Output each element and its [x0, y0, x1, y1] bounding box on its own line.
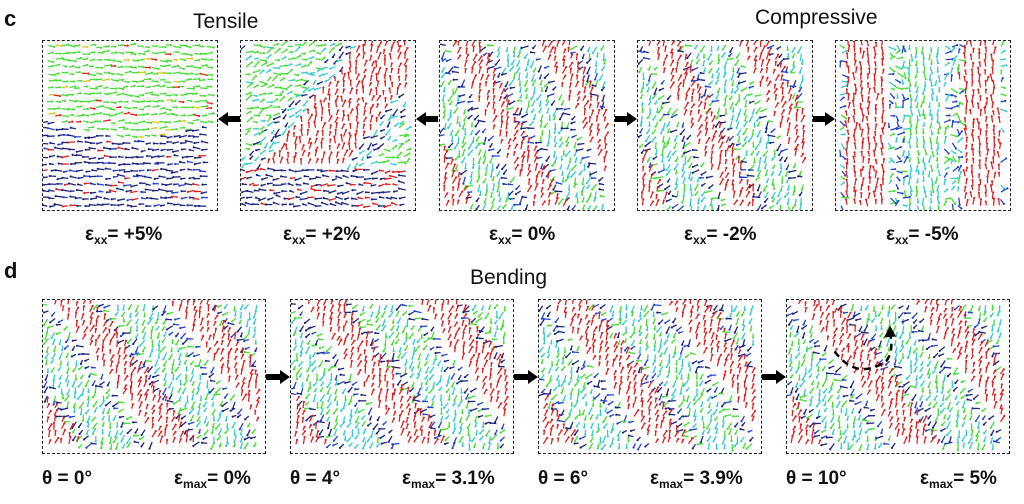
vector-field: [787, 300, 1006, 452]
arrow-right-icon: [514, 370, 538, 384]
arrow-right-icon: [813, 112, 835, 126]
arrow-left-icon: [218, 112, 240, 126]
theta-caption: θ = 0°: [42, 468, 93, 489]
vector-field: [291, 300, 509, 451]
arrow-left-icon: [416, 112, 438, 126]
vector-field: [638, 41, 807, 210]
vector-map-bending-4: [290, 299, 514, 454]
arrow-right-icon: [615, 112, 637, 126]
strain-caption: εxx= -5%: [886, 224, 959, 247]
panel-label-c: c: [4, 6, 17, 31]
vector-field: [539, 300, 757, 452]
theta-caption: θ = 4°: [290, 468, 341, 489]
arrow-right-icon: [762, 370, 786, 384]
heading-tensile: Tensile: [193, 10, 259, 33]
vector-field: [440, 41, 610, 210]
vector-map-bending-10: [786, 299, 1010, 454]
theta-caption: θ = 6°: [538, 468, 589, 489]
strain-caption: εxx= +5%: [85, 224, 163, 247]
strain-caption: εxx= +2%: [283, 224, 361, 247]
panel-label-d: d: [4, 258, 18, 283]
vector-field: [43, 42, 215, 208]
strain-caption: εxx= -2%: [684, 224, 757, 247]
arrow-right-icon: [266, 370, 290, 384]
vector-field: [839, 41, 1009, 210]
vector-field: [43, 300, 261, 451]
vector-map-compressive-5: [835, 40, 1011, 211]
vector-map-bending-6: [538, 299, 762, 454]
vector-map-bending-0: [42, 299, 266, 454]
strain-caption: εxx= 0%: [489, 224, 556, 247]
emax-caption: εmax= 3.1%: [402, 468, 495, 491]
theta-caption: θ = 10°: [786, 468, 847, 489]
emax-caption: εmax= 5%: [920, 468, 997, 491]
vector-map-tensile-2: [240, 40, 416, 211]
vector-field: [241, 41, 412, 209]
vector-map-unstrained: [439, 40, 615, 211]
emax-caption: εmax= 3.9%: [650, 468, 743, 491]
vector-map-tensile-5: [42, 40, 218, 211]
vector-map-compressive-2: [637, 40, 813, 211]
heading-bending: Bending: [470, 266, 548, 289]
emax-caption: εmax= 0%: [174, 468, 251, 491]
heading-compressive: Compressive: [755, 6, 878, 29]
